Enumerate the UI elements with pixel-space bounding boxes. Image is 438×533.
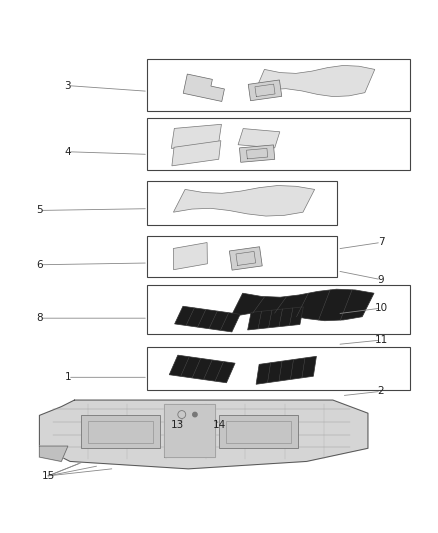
Text: 4: 4 — [64, 147, 71, 157]
Text: 3: 3 — [64, 80, 71, 91]
Bar — [147, 285, 410, 334]
Bar — [147, 236, 337, 277]
Polygon shape — [240, 145, 275, 162]
Polygon shape — [169, 355, 235, 383]
Polygon shape — [171, 124, 222, 148]
Bar — [226, 421, 291, 443]
Text: 15: 15 — [42, 471, 55, 481]
Polygon shape — [183, 74, 224, 101]
Polygon shape — [172, 141, 221, 166]
Text: 6: 6 — [36, 260, 43, 270]
Polygon shape — [173, 243, 207, 270]
Text: 9: 9 — [378, 274, 385, 285]
Circle shape — [193, 413, 197, 417]
Text: 2: 2 — [378, 386, 385, 397]
Bar — [147, 59, 410, 111]
Bar — [147, 181, 337, 225]
Text: 7: 7 — [378, 237, 385, 247]
Polygon shape — [173, 185, 314, 216]
Text: 13: 13 — [171, 420, 184, 430]
Polygon shape — [175, 306, 240, 332]
Polygon shape — [254, 66, 375, 96]
Bar — [147, 347, 410, 390]
Text: 5: 5 — [36, 205, 43, 215]
Polygon shape — [231, 289, 374, 321]
Bar — [81, 415, 160, 448]
Text: 10: 10 — [374, 303, 388, 313]
Polygon shape — [39, 446, 68, 462]
Text: 14: 14 — [212, 420, 226, 430]
Polygon shape — [247, 307, 304, 330]
Text: 8: 8 — [36, 313, 43, 323]
Polygon shape — [256, 356, 316, 384]
Bar — [88, 421, 153, 443]
Polygon shape — [164, 405, 215, 457]
Text: 11: 11 — [374, 335, 388, 345]
Bar — [147, 118, 410, 170]
Polygon shape — [248, 80, 282, 101]
Text: 1: 1 — [64, 373, 71, 382]
Polygon shape — [238, 128, 280, 148]
Polygon shape — [39, 400, 368, 469]
Polygon shape — [230, 247, 262, 270]
Bar — [219, 415, 298, 448]
